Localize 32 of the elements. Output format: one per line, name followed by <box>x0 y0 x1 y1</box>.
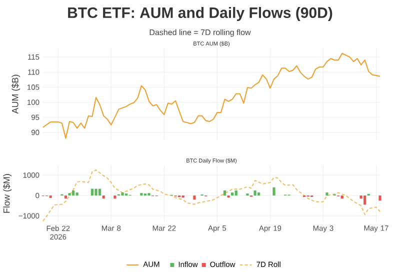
bar <box>378 196 382 201</box>
bar <box>193 196 196 200</box>
bar <box>340 196 344 199</box>
y-axis-title: AUM ($B) <box>12 74 20 114</box>
bar <box>102 196 105 199</box>
bar <box>258 192 260 196</box>
bar <box>140 193 143 196</box>
bar <box>72 190 75 196</box>
bar <box>125 193 128 196</box>
bar <box>121 192 124 196</box>
bar <box>148 193 150 196</box>
bar <box>68 193 71 196</box>
y-axis-title: Flow ($M) <box>3 174 12 213</box>
bar <box>76 192 78 196</box>
bar <box>114 196 116 199</box>
bar <box>223 190 226 196</box>
bar <box>90 188 94 196</box>
bar <box>98 188 102 196</box>
bar <box>234 190 238 196</box>
chart-subtitle: Dashed line = 7D rolling flow <box>150 29 251 37</box>
bar <box>272 187 276 196</box>
bar <box>144 193 147 196</box>
line-series <box>42 52 381 139</box>
bar <box>231 192 234 196</box>
line-series <box>42 169 381 222</box>
chart-title: BTC ETF: AUM and Daily Flows (90D) <box>68 7 332 21</box>
bar <box>246 193 249 196</box>
bar <box>326 192 328 196</box>
bar <box>254 190 256 196</box>
bar <box>364 196 366 205</box>
bar <box>64 196 68 199</box>
bar <box>94 188 98 196</box>
